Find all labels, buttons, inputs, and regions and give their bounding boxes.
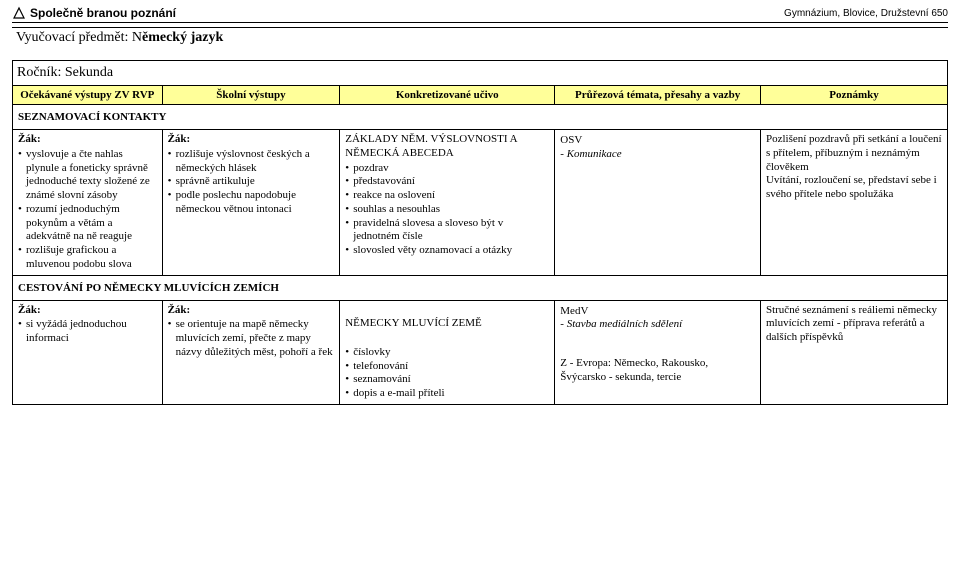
- list-item: rozlišuje grafickou a mluvenou podobu sl…: [18, 244, 157, 272]
- section-title: CESTOVÁNÍ PO NĚMECKY MLUVÍCÍCH ZEMÍCH: [13, 275, 948, 300]
- grade-line: Ročník: Sekunda: [12, 60, 948, 85]
- curriculum-heading: ZÁKLADY NĚM. VÝSLOVNOSTI A NĚMECKÁ ABECE…: [345, 133, 549, 161]
- logo-icon: [12, 6, 26, 20]
- list-item: souhlas a nesouhlas: [345, 203, 549, 217]
- theme-desc: - Komunikace: [560, 148, 755, 162]
- curriculum-list: pozdrav představování reakce na oslovení…: [345, 162, 549, 258]
- school-lead: Žák:: [168, 133, 191, 145]
- theme-label: Z - Evropa: Německo, Rakousko, Švýcarsko…: [560, 357, 755, 385]
- section-title: SEZNAMOVACÍ KONTAKTY: [13, 105, 948, 130]
- cell-themes: OSV - Komunikace: [555, 130, 761, 276]
- list-item: vyslovuje a čte nahlas plynule a fonetic…: [18, 148, 157, 203]
- school-lead: Žák:: [168, 304, 191, 316]
- theme-label: OSV: [560, 134, 755, 148]
- cell-curriculum: NĚMECKY MLUVÍCÍ ZEMĚ číslovky telefonová…: [340, 300, 555, 404]
- list-item: reakce na oslovení: [345, 189, 549, 203]
- cell-school: Žák: se orientuje na mapě německy mluvíc…: [162, 300, 340, 404]
- subject-label: Vyučovací předmět:: [16, 30, 128, 45]
- list-item: dopis a e-mail příteli: [345, 387, 549, 401]
- list-item: správně artikuluje: [168, 175, 335, 189]
- list-item: slovosled věty oznamovací a otázky: [345, 244, 549, 258]
- subject-line: Vyučovací předmět: NNěmecký jazykěmecký …: [12, 27, 948, 50]
- brand-text: Společně branou poznání: [30, 6, 176, 20]
- col-header-curriculum: Konkretizované učivo: [340, 86, 555, 105]
- curriculum-table: Očekávané výstupy ZV RVP Školní výstupy …: [12, 85, 948, 405]
- section-content-row: Žák: vyslovuje a čte nahlas plynule a fo…: [13, 130, 948, 276]
- section-row: CESTOVÁNÍ PO NĚMECKY MLUVÍCÍCH ZEMÍCH: [13, 275, 948, 300]
- expected-list: vyslovuje a čte nahlas plynule a fonetic…: [18, 148, 157, 272]
- cell-themes: MedV - Stavba mediálních sdělení Z - Evr…: [555, 300, 761, 404]
- cell-curriculum: ZÁKLADY NĚM. VÝSLOVNOSTI A NĚMECKÁ ABECE…: [340, 130, 555, 276]
- section-content-row: Žák: si vyžádá jednoduchou informaci Žák…: [13, 300, 948, 404]
- school-list: se orientuje na mapě německy mluvících z…: [168, 318, 335, 359]
- list-item: číslovky: [345, 346, 549, 360]
- school-list: rozlišuje výslovnost českých a německých…: [168, 148, 335, 217]
- col-header-school: Školní výstupy: [162, 86, 340, 105]
- list-item: seznamování: [345, 373, 549, 387]
- theme-desc: - Stavba mediálních sdělení: [560, 318, 755, 332]
- col-header-themes: Průřezová témata, přesahy a vazby: [555, 86, 761, 105]
- curriculum-heading: NĚMECKY MLUVÍCÍ ZEMĚ: [345, 317, 549, 331]
- list-item: si vyžádá jednoduchou informaci: [18, 318, 157, 346]
- col-header-expected: Očekávané výstupy ZV RVP: [13, 86, 163, 105]
- expected-lead: Žák:: [18, 133, 41, 145]
- col-header-notes: Poznámky: [760, 86, 947, 105]
- page-header: Společně branou poznání Gymnázium, Blovi…: [12, 6, 948, 23]
- list-item: rozlišuje výslovnost českých a německých…: [168, 148, 335, 176]
- grade-value: Sekunda: [65, 65, 113, 80]
- cell-school: Žák: rozlišuje výslovnost českých a něme…: [162, 130, 340, 276]
- cell-notes: Pozlišení pozdravů při setkání a loučení…: [760, 130, 947, 276]
- list-item: se orientuje na mapě německy mluvících z…: [168, 318, 335, 359]
- list-item: telefonování: [345, 360, 549, 374]
- grade-label: Ročník:: [17, 65, 61, 80]
- school-name: Gymnázium, Blovice, Družstevní 650: [784, 8, 948, 19]
- table-header-row: Očekávané výstupy ZV RVP Školní výstupy …: [13, 86, 948, 105]
- section-row: SEZNAMOVACÍ KONTAKTY: [13, 105, 948, 130]
- list-item: pravidelná slovesa a sloveso být v jedno…: [345, 217, 549, 245]
- list-item: podle poslechu napodobuje německou větno…: [168, 189, 335, 217]
- expected-lead: Žák:: [18, 304, 41, 316]
- cell-notes: Stručné seznámení s reáliemi německy mlu…: [760, 300, 947, 404]
- subject-value-display: ěmecký jazyk: [142, 30, 223, 45]
- expected-list: si vyžádá jednoduchou informaci: [18, 318, 157, 346]
- list-item: pozdrav: [345, 162, 549, 176]
- curriculum-list: číslovky telefonování seznamování dopis …: [345, 346, 549, 401]
- list-item: rozumí jednoduchým pokynům a větám a ade…: [18, 203, 157, 244]
- list-item: představování: [345, 175, 549, 189]
- cell-expected: Žák: vyslovuje a čte nahlas plynule a fo…: [13, 130, 163, 276]
- brand-block: Společně branou poznání: [12, 6, 176, 20]
- cell-expected: Žák: si vyžádá jednoduchou informaci: [13, 300, 163, 404]
- theme-label: MedV: [560, 305, 755, 319]
